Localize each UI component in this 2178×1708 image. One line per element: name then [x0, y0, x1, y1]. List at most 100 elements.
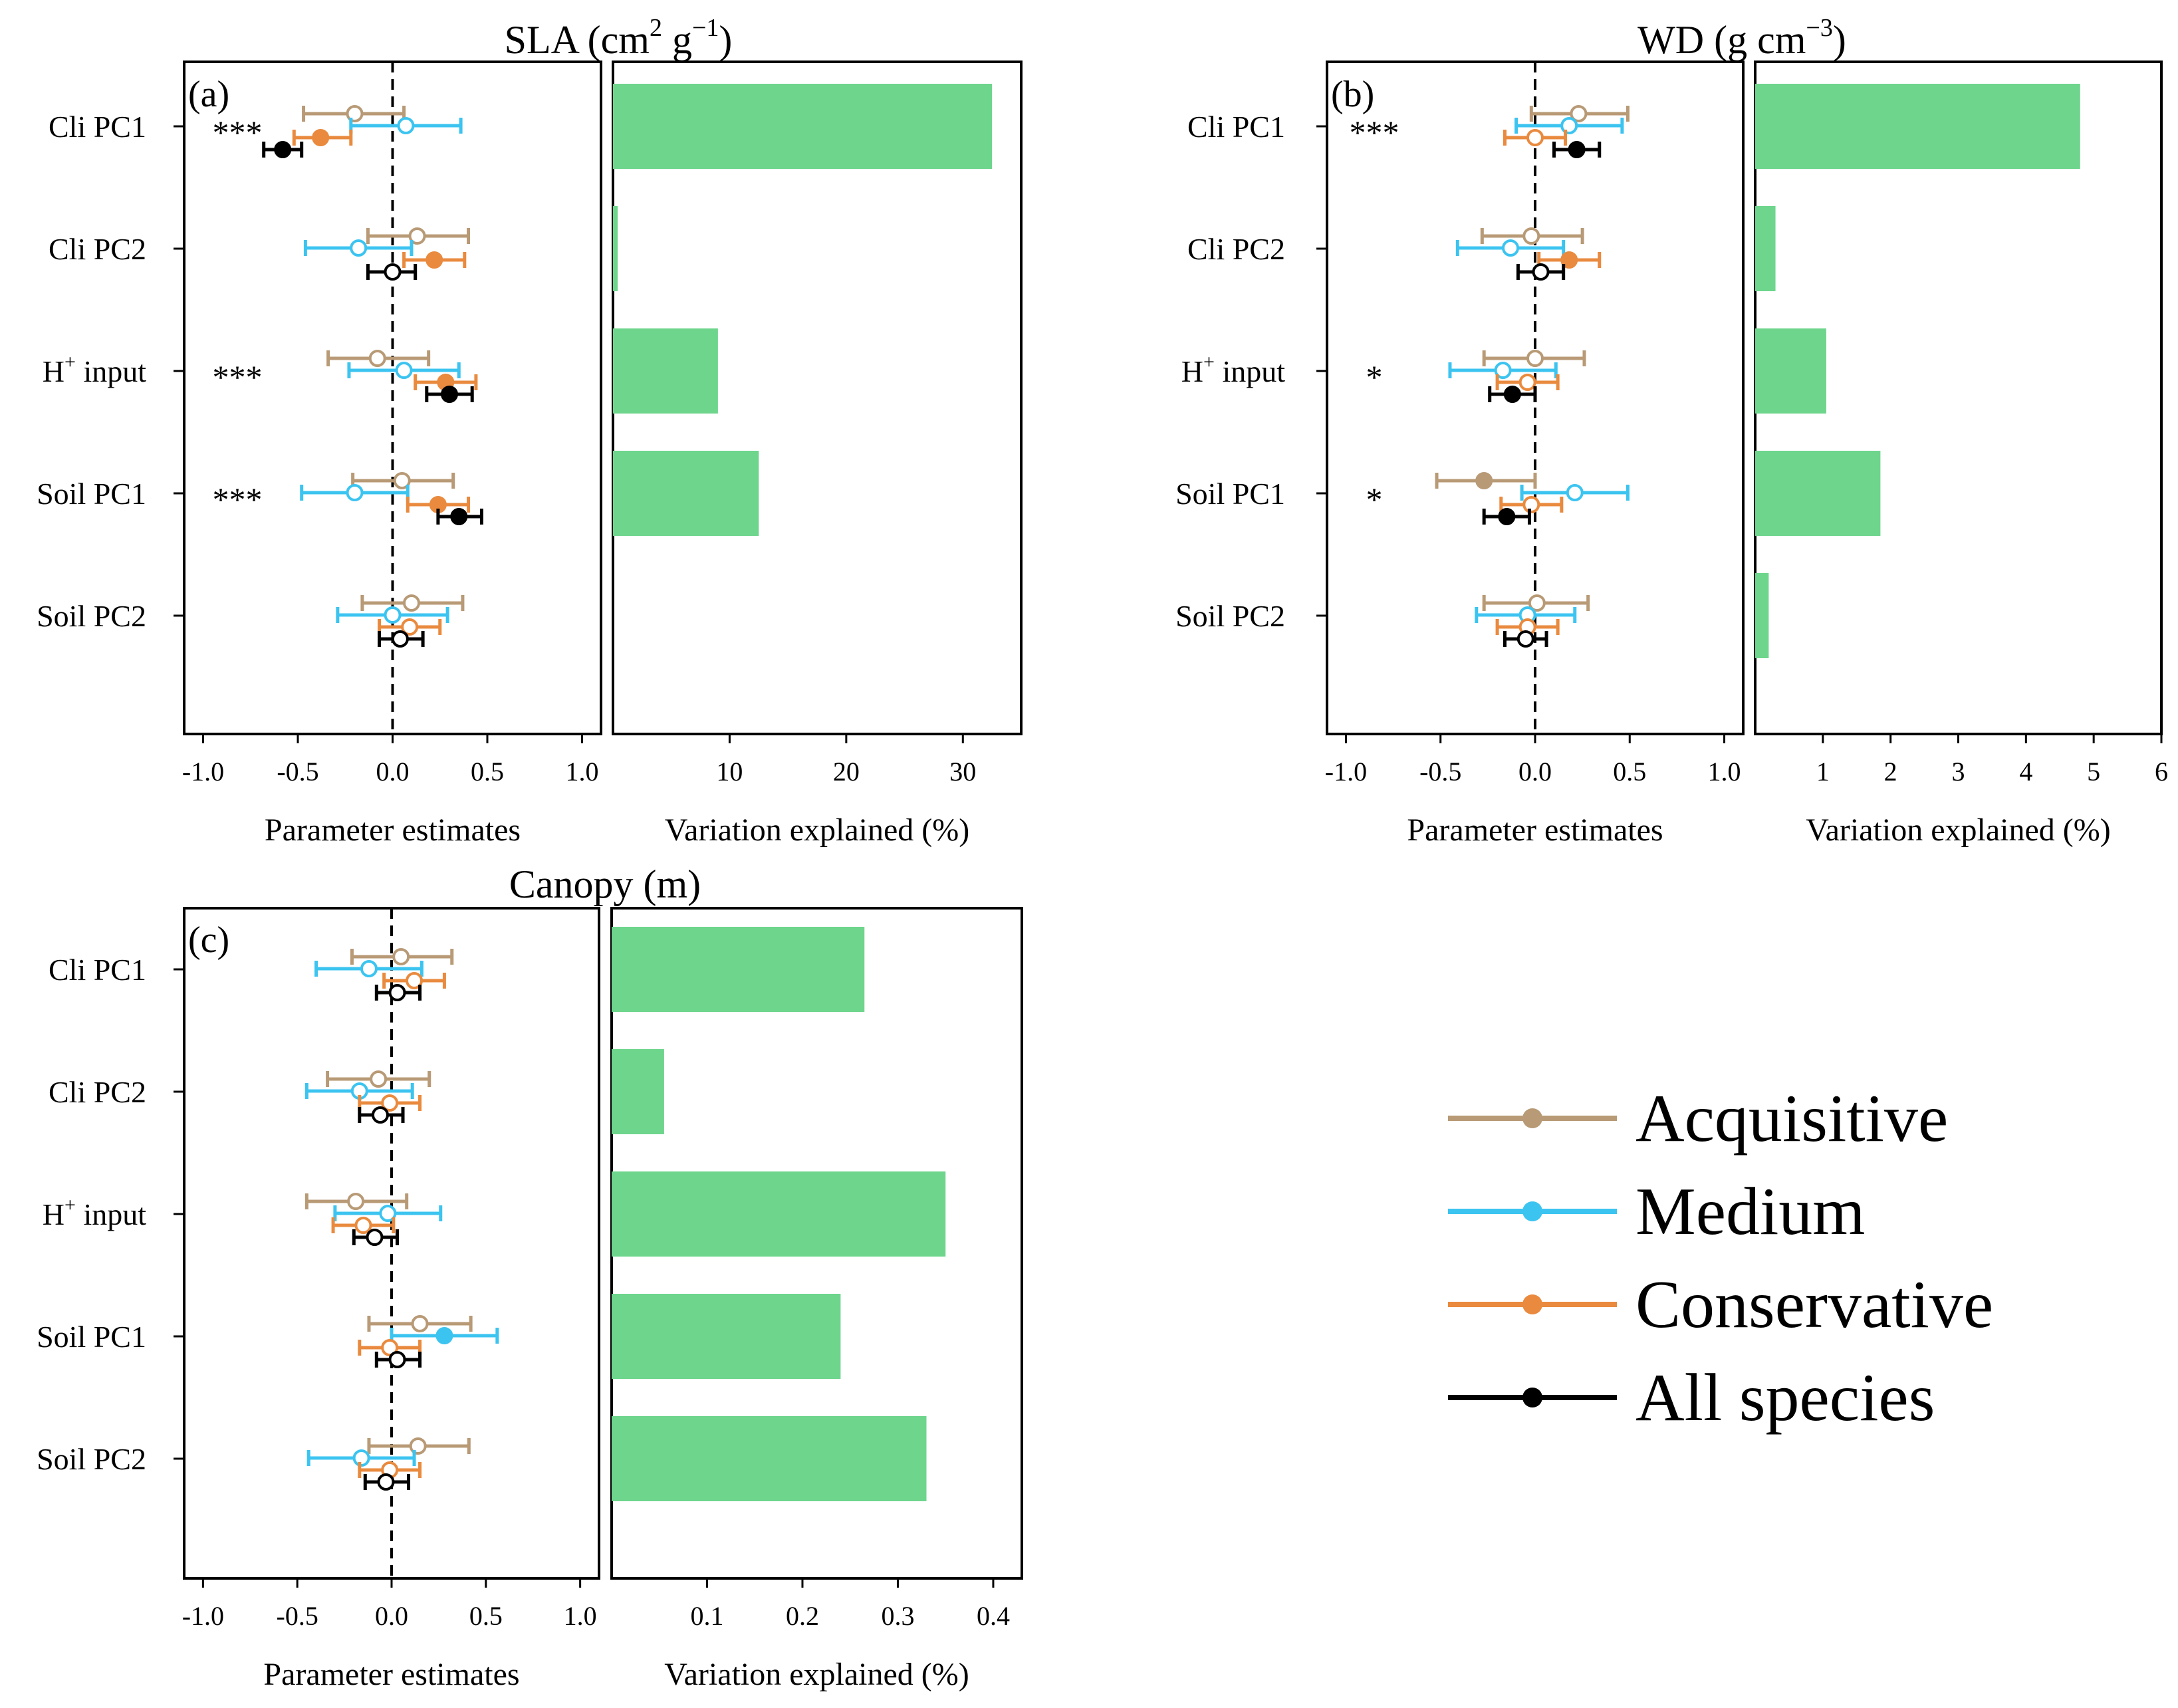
x-tick-label: 5 — [2087, 757, 2100, 787]
significance-stars: *** — [213, 481, 263, 518]
estimate-point — [312, 129, 330, 146]
x-tick-label: 4 — [2019, 757, 2032, 787]
x-tick-label: -0.5 — [277, 757, 318, 787]
estimate-point — [360, 960, 378, 977]
legend-label: All species — [1635, 1360, 1935, 1435]
x-tick-label: 0.0 — [375, 1601, 408, 1631]
estimate-point — [368, 350, 386, 367]
variation-bar — [1755, 328, 1826, 414]
variation-bar — [613, 206, 618, 291]
estimate-point — [425, 251, 443, 269]
x-tick-label: 2 — [1884, 757, 1897, 787]
variation-bar — [1755, 573, 1769, 658]
x-tick-label: 0.2 — [786, 1601, 819, 1631]
predictor-label-text: input — [76, 354, 146, 388]
estimate-point — [1528, 594, 1546, 612]
estimate-point — [1566, 484, 1584, 501]
x-tick-label: -0.5 — [1419, 757, 1461, 787]
predictor-label-superscript: + — [1203, 351, 1215, 373]
x-axis-label-estimates: Parameter estimates — [1407, 812, 1663, 848]
estimate-point — [1526, 350, 1544, 367]
predictor-label-text: Cli PC1 — [1187, 110, 1285, 144]
variation-bar — [1755, 206, 1776, 291]
title-superscript: 2 — [650, 14, 662, 42]
predictor-label-text: Soil PC2 — [1175, 599, 1285, 633]
variation-bar — [613, 328, 718, 414]
title-text: g — [662, 18, 692, 62]
title-superscript: −3 — [1806, 14, 1832, 42]
predictor-label: H+ input — [43, 1194, 146, 1231]
variation-bar — [613, 451, 759, 536]
predictor-label: Cli PC1 — [49, 953, 146, 987]
estimate-point — [379, 1205, 397, 1222]
predictor-label-text: Cli PC2 — [49, 232, 146, 266]
predictor-label-superscript: + — [64, 1194, 76, 1216]
estimate-point — [403, 594, 420, 612]
significance-stars: *** — [213, 358, 263, 396]
x-tick-label: 0.5 — [471, 757, 504, 787]
estimate-point — [1475, 472, 1493, 489]
panel-a: SLA (cm2 g−1) (a) -1.0 -0.5 0.0 0.5 1.0 Paramet… — [37, 14, 1023, 848]
estimate-point — [1526, 129, 1544, 146]
x-axis-label-variation: Variation explained (%) — [665, 812, 969, 848]
title-text: Canopy (m) — [509, 862, 701, 906]
x-tick-label: 1.0 — [566, 757, 599, 787]
variation-bar — [613, 84, 993, 169]
predictor-label-text: Soil PC2 — [37, 1442, 146, 1476]
estimate-point — [352, 1449, 370, 1467]
predictor-label: H+ input — [1181, 351, 1285, 388]
x-tick-label: -1.0 — [182, 757, 224, 787]
predictor-label-text: input — [76, 1197, 146, 1231]
predictor-label: Soil PC1 — [1175, 477, 1285, 511]
estimate-point — [406, 972, 424, 989]
estimate-point — [274, 141, 292, 158]
predictor-label-text: Cli PC2 — [1187, 232, 1285, 266]
panel-title: WD (g cm−3) — [1637, 14, 1846, 62]
estimate-point — [366, 1229, 384, 1246]
estimate-point — [408, 227, 426, 245]
estimate-point — [393, 472, 411, 489]
estimate-point — [1503, 386, 1521, 403]
significance-stars: *** — [213, 114, 263, 151]
legend-marker — [1522, 1294, 1542, 1314]
variation-bar — [612, 1294, 841, 1379]
predictor-label-text: Cli PC2 — [49, 1075, 146, 1109]
estimate-point — [388, 1351, 406, 1368]
x-tick-label: 0.5 — [1613, 757, 1646, 787]
x-tick-label: 0.1 — [690, 1601, 723, 1631]
estimate-point — [1568, 141, 1586, 158]
x-tick-label: 30 — [949, 757, 976, 787]
predictor-label-text: H — [43, 354, 64, 388]
x-axis-label-variation: Variation explained (%) — [1806, 812, 2110, 848]
estimate-point — [1522, 227, 1540, 245]
estimate-point — [384, 606, 402, 624]
x-tick-label: 1.0 — [564, 1601, 597, 1631]
estimate-point — [435, 1327, 453, 1344]
panel-c: Canopy (m) (c) -1.0 -0.5 0.0 0.5 1.0 Parameter … — [37, 862, 1023, 1692]
variation-bar — [612, 1416, 927, 1501]
x-axis-label-estimates: Parameter estimates — [263, 1657, 519, 1692]
predictor-label: Soil PC2 — [37, 599, 146, 633]
title-text: ) — [1833, 18, 1846, 62]
legend: Acquisitive Medium Conservative All species — [1448, 1081, 1993, 1435]
legend-marker — [1522, 1388, 1542, 1407]
predictor-label: Cli PC2 — [1187, 232, 1285, 266]
predictor-label-superscript: + — [64, 351, 76, 373]
variation-bar — [612, 1171, 946, 1257]
x-tick-label: -1.0 — [1325, 757, 1367, 787]
estimate-point — [347, 1193, 365, 1210]
x-tick-label: 0.4 — [977, 1601, 1010, 1631]
estimate-point — [354, 1217, 372, 1234]
x-tick-label: -1.0 — [182, 1601, 224, 1631]
predictor-label-text: Soil PC2 — [37, 599, 146, 633]
estimate-point — [1522, 496, 1540, 513]
x-tick-label: 0.0 — [1518, 757, 1552, 787]
variation-bar — [612, 1049, 664, 1134]
variation-bar — [1755, 451, 1881, 536]
estimate-point — [1502, 239, 1520, 257]
estimate-point — [381, 1339, 399, 1356]
predictor-label-text: H — [1181, 354, 1203, 388]
estimate-point — [397, 117, 415, 134]
predictor-label: Soil PC2 — [37, 1442, 146, 1476]
